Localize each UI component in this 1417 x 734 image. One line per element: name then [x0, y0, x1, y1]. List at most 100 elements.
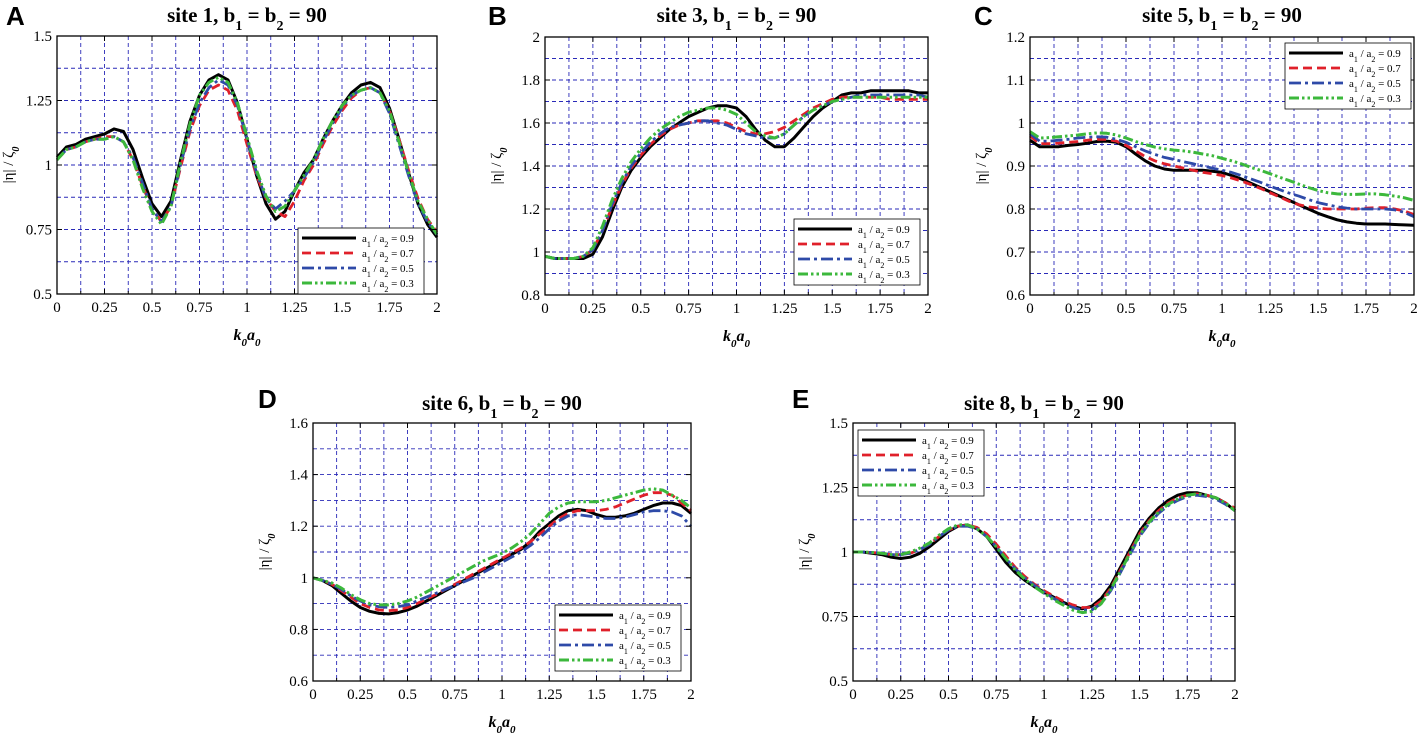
legend-label-3: a1 / a2 = 0.5: [362, 263, 414, 279]
y-tick-label: 0.5: [33, 287, 52, 303]
y-tick-label: 0.8: [521, 288, 540, 304]
series-line-4: [544, 95, 928, 260]
y-tick-label: 1: [533, 245, 541, 261]
x-tick-label: 1: [1218, 301, 1226, 317]
x-axis-label: k0a0: [1209, 328, 1237, 350]
x-tick-label: 0.75: [676, 301, 702, 317]
x-tick-label: 1.25: [1257, 301, 1283, 317]
legend-label-4: a1 / a2 = 0.3: [922, 480, 974, 496]
x-tick-label: 0.75: [983, 687, 1009, 703]
series-line-2: [1029, 134, 1415, 216]
y-axis-label: |η| / ζ0: [797, 534, 818, 571]
x-tick-label: 0.5: [1117, 301, 1136, 317]
x-tick-label: 0.25: [91, 300, 117, 316]
legend-label-1: a1 / a2 = 0.9: [922, 435, 974, 451]
x-tick-label: 2: [1410, 301, 1417, 317]
chart-panel-c: 0 0.25 0.5 0.75 1 1.25 1.5 1.75 2 0.6 0.7 0.8 0.9 1 1.…: [974, 1, 1417, 350]
x-tick-label: 2: [687, 687, 695, 703]
legend-label-4: a1 / a2 = 0.3: [619, 655, 671, 671]
legend-label-4: a1 / a2 = 0.3: [1349, 93, 1401, 109]
legend: a1 / a2 = 0.9a1 / a2 = 0.7a1 / a2 = 0.5a…: [857, 429, 985, 497]
x-tick-label: 2: [1231, 687, 1239, 703]
x-tick-label: 0: [1026, 301, 1034, 317]
legend-label-3: a1 / a2 = 0.5: [858, 254, 910, 270]
series-line-1: [1029, 138, 1415, 227]
series-line-1: [544, 89, 928, 260]
x-tick-label: 1: [1040, 687, 1048, 703]
y-tick-label: 0.7: [1006, 245, 1025, 261]
y-tick-label: 1.2: [289, 519, 308, 535]
legend-label-1: a1 / a2 = 0.9: [619, 610, 671, 626]
legend: a1 / a2 = 0.9a1 / a2 = 0.7a1 / a2 = 0.5a…: [297, 227, 425, 295]
x-axis-label: k0a0: [1031, 714, 1059, 734]
legend-label-2: a1 / a2 = 0.7: [858, 239, 910, 255]
y-tick-label: 1.2: [1006, 30, 1025, 46]
x-tick-label: 1: [498, 687, 506, 703]
x-tick-label: 1.5: [333, 300, 352, 316]
x-tick-label: 0: [309, 687, 317, 703]
x-tick-label: 1: [733, 301, 741, 317]
x-axis-label: k0a0: [489, 714, 517, 734]
x-tick-label: 1.75: [376, 300, 402, 316]
x-tick-label: 0.25: [347, 687, 373, 703]
chart-panel-a: 0 0.25 0.5 0.75 1 1.25 1.5 1.75 2 0.5 0.75 1 1.25 1.5…: [1, 1, 441, 349]
y-tick-label: 2: [533, 30, 541, 46]
y-tick-label: 0.8: [1006, 202, 1025, 218]
series-line-2: [312, 491, 692, 612]
x-tick-label: 1.25: [536, 687, 562, 703]
y-tick-label: 1.6: [521, 116, 540, 132]
x-tick-label: 1.5: [587, 687, 606, 703]
chart-title: site 5, b1 = b2 = 90: [1142, 3, 1302, 34]
legend-label-2: a1 / a2 = 0.7: [922, 450, 974, 466]
x-tick-label: 1: [243, 300, 251, 316]
grid: [57, 36, 437, 294]
chart-title: site 8, b1 = b2 = 90: [964, 391, 1124, 422]
y-tick-label: 0.75: [26, 223, 52, 239]
legend-label-2: a1 / a2 = 0.7: [1349, 63, 1401, 79]
y-tick-label: 1: [1018, 116, 1026, 132]
legend-label-4: a1 / a2 = 0.3: [362, 278, 414, 294]
series-line-4: [1029, 130, 1415, 202]
legend-label-3: a1 / a2 = 0.5: [619, 640, 671, 656]
legend: a1 / a2 = 0.9a1 / a2 = 0.7a1 / a2 = 0.5a…: [793, 218, 921, 286]
y-tick-label: 0.75: [822, 610, 848, 626]
chart-panel-b: 0 0.25 0.5 0.75 1 1.25 1.5 1.75 2 0.8 1 1.2 1.4 1.6 1.…: [488, 1, 932, 350]
x-tick-label: 0.75: [186, 300, 212, 316]
panel-label: D: [258, 384, 277, 414]
grid: [313, 423, 691, 681]
legend-label-1: a1 / a2 = 0.9: [362, 233, 414, 249]
y-tick-label: 1.5: [829, 416, 848, 432]
legend-label-2: a1 / a2 = 0.7: [619, 625, 671, 641]
legend-label-3: a1 / a2 = 0.5: [1349, 78, 1401, 94]
chart-title: site 1, b1 = b2 = 90: [167, 3, 327, 34]
x-tick-label: 1.75: [631, 687, 657, 703]
legend-label-4: a1 / a2 = 0.3: [858, 269, 910, 285]
y-tick-label: 1.2: [521, 202, 540, 218]
series-line-3: [55, 78, 439, 236]
y-axis-label: |η| / ζ0: [257, 534, 278, 571]
legend: a1 / a2 = 0.9a1 / a2 = 0.7a1 / a2 = 0.5a…: [1284, 42, 1412, 110]
x-tick-label: 0: [541, 301, 549, 317]
x-tick-label: 1.5: [823, 301, 842, 317]
y-axis-label: |η| / ζ0: [489, 148, 510, 185]
panel-label: C: [974, 1, 993, 31]
y-tick-label: 1.1: [1006, 73, 1025, 89]
chart-panel-e: 0 0.25 0.5 0.75 1 1.25 1.5 1.75 2 0.5 0.75 1 1.25 1.5…: [792, 384, 1239, 734]
legend-label-1: a1 / a2 = 0.9: [858, 224, 910, 240]
y-tick-label: 1.25: [26, 94, 52, 110]
x-axis-label: k0a0: [723, 328, 751, 350]
series-line-2: [544, 95, 928, 260]
y-tick-label: 0.5: [829, 674, 848, 690]
panel-label: E: [792, 384, 809, 414]
y-tick-label: 1: [301, 571, 309, 587]
x-tick-label: 2: [433, 300, 441, 316]
y-tick-label: 1: [45, 158, 53, 174]
x-tick-label: 0.5: [631, 301, 650, 317]
panel-label: B: [488, 1, 507, 31]
legend: a1 / a2 = 0.9a1 / a2 = 0.7a1 / a2 = 0.5a…: [554, 604, 682, 672]
chart-panel-d: 0 0.25 0.5 0.75 1 1.25 1.5 1.75 2 0.6 0.8 1 1.2 1.4 1.…: [257, 384, 695, 734]
series-line-4: [853, 492, 1236, 615]
y-tick-label: 1.6: [289, 416, 308, 432]
y-tick-label: 1.4: [289, 468, 308, 484]
x-tick-label: 1.25: [281, 300, 307, 316]
